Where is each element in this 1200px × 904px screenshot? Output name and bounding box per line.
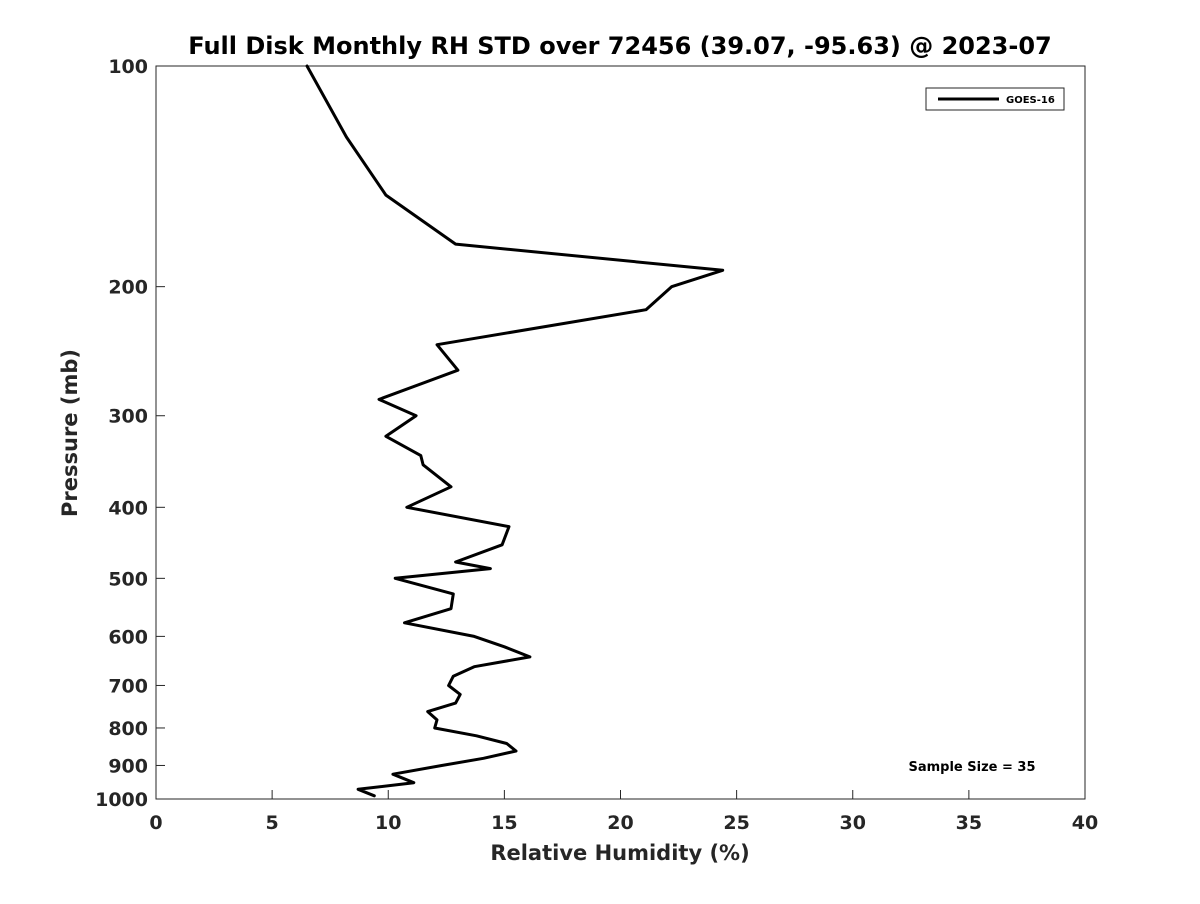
x-tick-label: 40 xyxy=(1072,812,1098,834)
y-tick-label: 300 xyxy=(108,406,148,428)
y-tick-label: 100 xyxy=(108,56,148,78)
x-tick-label: 30 xyxy=(840,812,866,834)
y-tick-label: 500 xyxy=(108,568,148,590)
chart-title: Full Disk Monthly RH STD over 72456 (39.… xyxy=(188,32,1051,60)
x-tick-label: 35 xyxy=(956,812,982,834)
sample-size-annotation: Sample Size = 35 xyxy=(908,760,1035,775)
x-tick-label: 5 xyxy=(266,812,279,834)
x-tick-label: 10 xyxy=(375,812,401,834)
x-tick-label: 25 xyxy=(723,812,749,834)
legend-entry-goes-16: GOES-16 xyxy=(1006,95,1055,106)
x-tick-label: 20 xyxy=(607,812,633,834)
legend: GOES-16 xyxy=(925,87,1065,111)
x-tick-label: 0 xyxy=(149,812,162,834)
y-tick-label: 700 xyxy=(108,675,148,697)
series-line-goes-16 xyxy=(305,64,725,798)
y-tick-label: 600 xyxy=(108,626,148,648)
y-axis-label: Pressure (mb) xyxy=(58,349,82,517)
series-layer xyxy=(305,64,725,798)
y-tick-label: 200 xyxy=(108,277,148,299)
y-tick-label: 400 xyxy=(108,497,148,519)
y-tick-label: 1000 xyxy=(95,789,148,811)
x-axis-ticks: 0 5 10 15 20 25 30 35 40 xyxy=(149,790,1098,834)
x-axis-label: Relative Humidity (%) xyxy=(490,841,749,865)
x-tick-label: 15 xyxy=(491,812,517,834)
y-tick-label: 900 xyxy=(108,755,148,777)
y-tick-label: 800 xyxy=(108,718,148,740)
y-axis-ticks: 100 200 300 400 500 600 700 800 900 1000 xyxy=(95,56,165,811)
